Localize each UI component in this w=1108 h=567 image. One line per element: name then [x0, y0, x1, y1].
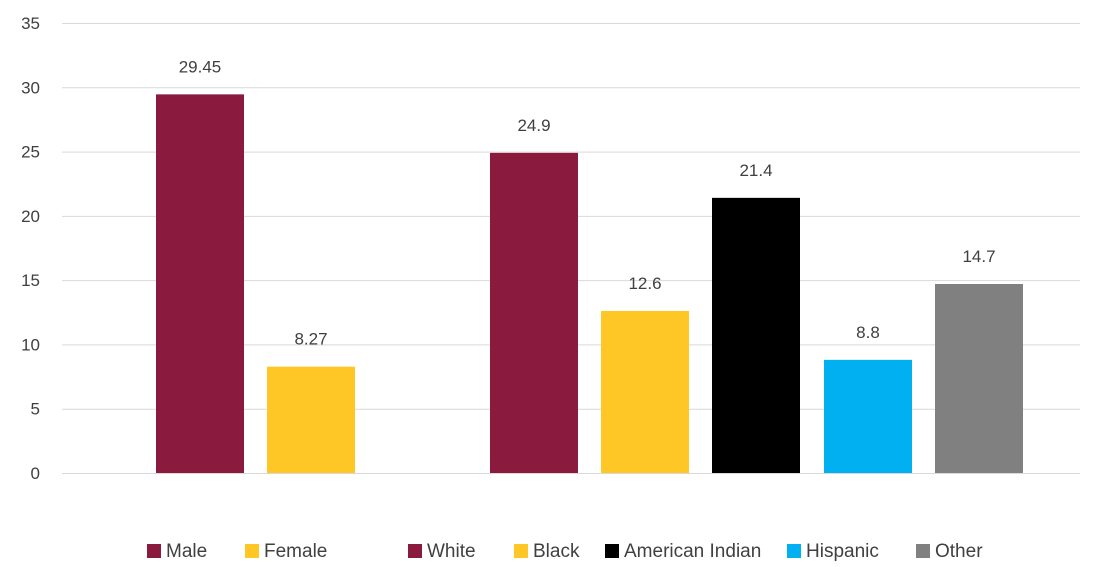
data-label-white: 24.9 — [517, 116, 550, 135]
legend-swatch-male — [147, 544, 161, 558]
legend-item-white: White — [408, 541, 476, 562]
y-tick-label: 35 — [21, 14, 40, 33]
legend-label-american-indian: American Indian — [624, 541, 761, 562]
data-label-male: 29.45 — [179, 57, 222, 76]
legend-item-american-indian: American Indian — [605, 541, 761, 562]
bars — [156, 94, 1023, 473]
legend-swatch-other — [916, 544, 930, 558]
legend-label-female: Female — [264, 541, 327, 562]
data-labels: 29.45 8.27 24.9 12.6 21.4 8.8 14.7 — [179, 57, 996, 348]
y-tick-label: 25 — [21, 143, 40, 162]
legend-label-male: Male — [166, 541, 207, 562]
bar-american-indian — [712, 197, 800, 473]
legend-label-hispanic: Hispanic — [806, 541, 879, 562]
data-label-american-indian: 21.4 — [739, 161, 772, 180]
data-label-hispanic: 8.8 — [856, 323, 880, 342]
legend-item-other: Other — [916, 541, 983, 562]
legend-swatch-white — [408, 544, 422, 558]
legend: Male Female White Black American Indian Hispa… — [147, 541, 983, 562]
legend-item-male: Male — [147, 541, 207, 562]
legend-swatch-female — [245, 544, 259, 558]
legend-swatch-black — [514, 544, 528, 558]
data-label-black: 12.6 — [628, 274, 661, 293]
legend-swatch-hispanic — [787, 544, 801, 558]
legend-label-other: Other — [935, 541, 983, 562]
data-label-other: 14.7 — [962, 247, 995, 266]
y-tick-label: 30 — [21, 78, 40, 97]
legend-label-white: White — [427, 541, 476, 562]
y-tick-label: 0 — [31, 464, 40, 483]
legend-item-female: Female — [245, 541, 327, 562]
bar-black — [601, 311, 689, 473]
y-tick-label: 10 — [21, 335, 40, 354]
bar-male — [156, 94, 244, 473]
bar-hispanic — [824, 359, 912, 473]
bar-female — [267, 366, 355, 473]
legend-item-black: Black — [514, 541, 580, 562]
legend-swatch-american-indian — [605, 544, 619, 558]
bar-white — [490, 152, 578, 473]
y-tick-label: 15 — [21, 271, 40, 290]
y-axis-tick-labels: 0 5 10 15 20 25 30 35 — [21, 14, 40, 483]
legend-item-hispanic: Hispanic — [787, 541, 879, 562]
bar-other — [935, 284, 1023, 473]
legend-label-black: Black — [533, 541, 580, 562]
data-label-female: 8.27 — [294, 330, 327, 349]
y-tick-label: 20 — [21, 207, 40, 226]
y-tick-label: 5 — [31, 400, 40, 419]
